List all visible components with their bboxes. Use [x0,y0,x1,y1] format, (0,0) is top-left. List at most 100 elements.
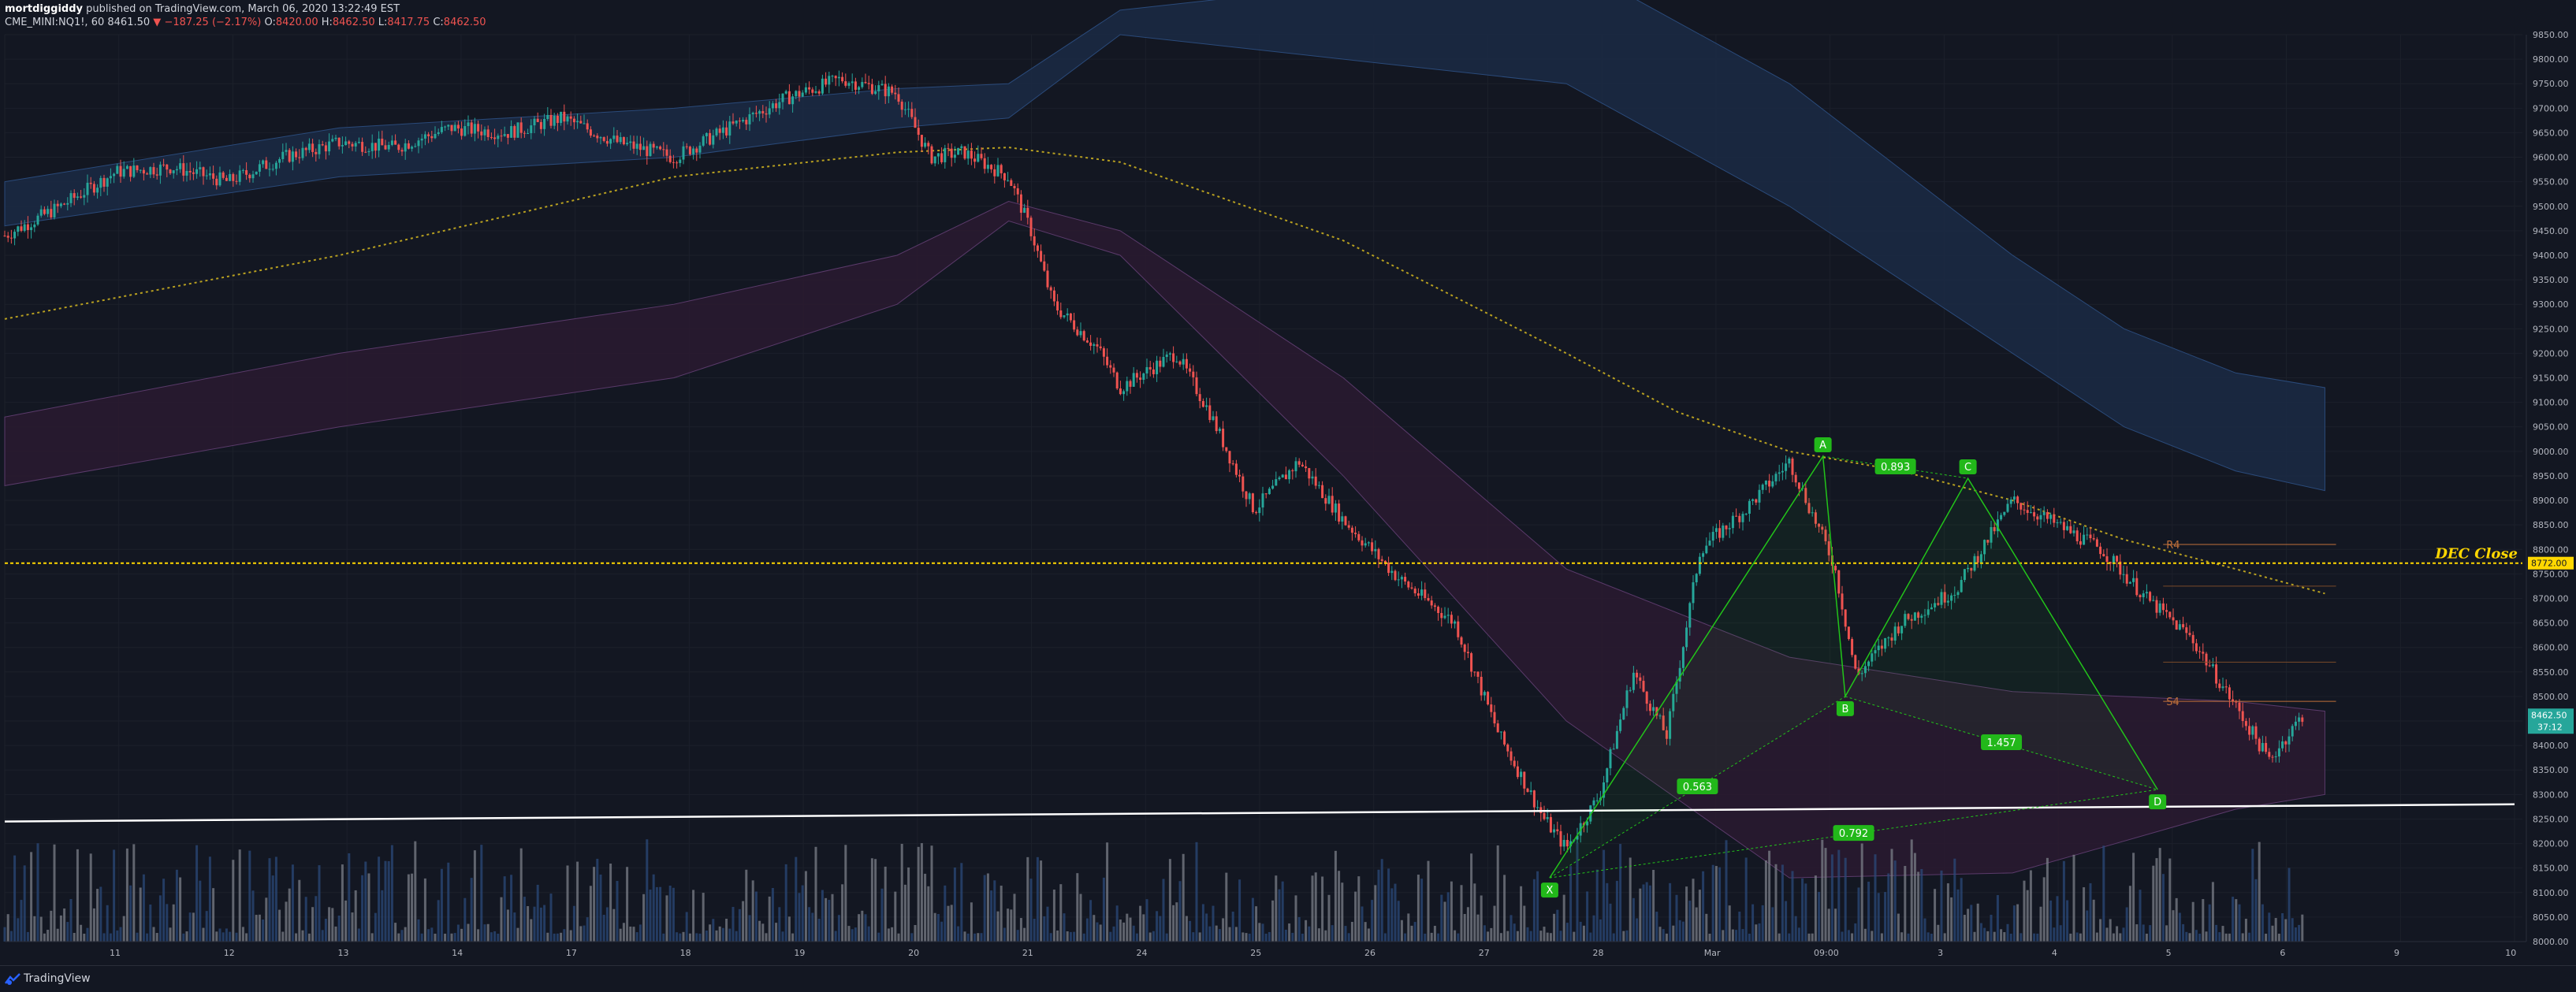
candle-body [576,121,579,123]
candle-body [1603,782,1606,798]
time-tick-label: 19 [794,948,805,958]
ratio-label: 1.457 [1986,737,2016,749]
volume-bar [1148,932,1152,942]
volume-bar [1546,932,1549,942]
author-name[interactable]: mortdiggiddy [5,3,84,15]
volume-bar [1430,932,1433,942]
volume-bar [2235,899,2238,942]
volume-bar [1156,911,1159,942]
pattern-point-label: B [1841,704,1848,715]
candle-body [185,170,188,176]
tradingview-logo-icon[interactable] [5,972,20,985]
volume-bar [924,873,927,942]
candle-body [295,151,298,158]
dec-close-axis-label: 8772.00 [2531,559,2567,569]
candle-body [765,113,768,115]
volume-bar [798,893,801,942]
volume-bar [808,907,811,942]
price-tick-label: 8400.00 [2533,741,2569,751]
volume-bar [116,930,119,942]
candle-body [2248,726,2251,735]
candle-body [801,92,804,97]
candle-body [1811,512,1814,514]
volume-bar [1487,931,1490,942]
volume-bar [609,863,612,942]
candle-body [1397,579,1400,581]
candle-body [1063,315,1066,318]
volume-bar [1228,927,1231,942]
volume-bar [1056,930,1059,942]
candle-body [1324,498,1327,504]
candle-body [66,202,69,205]
volume-bar [271,875,274,942]
candle-body [102,177,106,187]
candle-body [232,173,235,181]
volume-bar [503,876,506,942]
candle-body [1387,563,1390,574]
candle-body [1698,556,1701,574]
candle-body [450,124,453,132]
volume-bar [486,923,490,942]
candle-body [341,145,344,147]
volume-bar [1612,933,1615,942]
candle-body [986,165,989,169]
candle-body [960,146,963,148]
candle-body [1033,236,1036,246]
candle-body [404,143,407,152]
candle-body [281,151,285,159]
volume-bar [423,878,426,942]
volume-bar [1344,926,1347,942]
candle-body [1658,715,1662,717]
candle-body [2265,742,2268,752]
volume-bar [166,904,169,942]
candle-body [758,111,761,114]
candle-body [1953,595,1956,596]
candle-body [1893,626,1897,641]
candle-body [384,145,387,150]
candle-body [784,91,787,94]
volume-bar [910,933,914,942]
candle-body [1681,647,1684,668]
volume-bar [1383,933,1387,942]
candle-body [682,146,685,160]
candle-body [202,167,205,176]
candle-body [2178,624,2181,630]
volume-bar [579,926,583,942]
candle-body [1937,603,1940,605]
volume-bar [1523,905,1526,942]
candle-body [2125,574,2128,584]
volume-bar [2083,887,2086,942]
volume-bar [307,933,311,942]
volume-bar [374,912,377,942]
candle-body [1573,839,1576,842]
candle-body [2211,664,2214,667]
volume-bar [765,933,768,942]
volume-bar [188,912,192,942]
volume-bar [692,890,695,942]
volume-bar [2185,931,2188,942]
candle-body [328,141,331,152]
volume-bar [1565,923,1569,942]
volume-bar [944,885,947,942]
candle-body [1549,817,1552,833]
price-tick-label: 9150.00 [2533,373,2569,384]
candle-body [1331,496,1334,513]
candle-body [2258,738,2261,752]
volume-bar [709,924,712,942]
volume-bar [155,933,158,942]
candle-body [1890,637,1893,641]
volume-bar [1913,853,1916,942]
price-tick-label: 9300.00 [2533,299,2569,310]
volume-bar [761,923,765,942]
candle-body [510,126,513,138]
volume-bar [1917,871,1920,942]
volume-bar [334,926,337,942]
candle-body [1245,491,1248,500]
volume-bar [629,926,632,942]
candle-body [1655,707,1658,716]
tradingview-brand[interactable]: TradingView [24,972,91,985]
volume-bar [2241,933,2244,942]
candle-body [1863,666,1867,674]
volume-bar [2086,910,2089,942]
